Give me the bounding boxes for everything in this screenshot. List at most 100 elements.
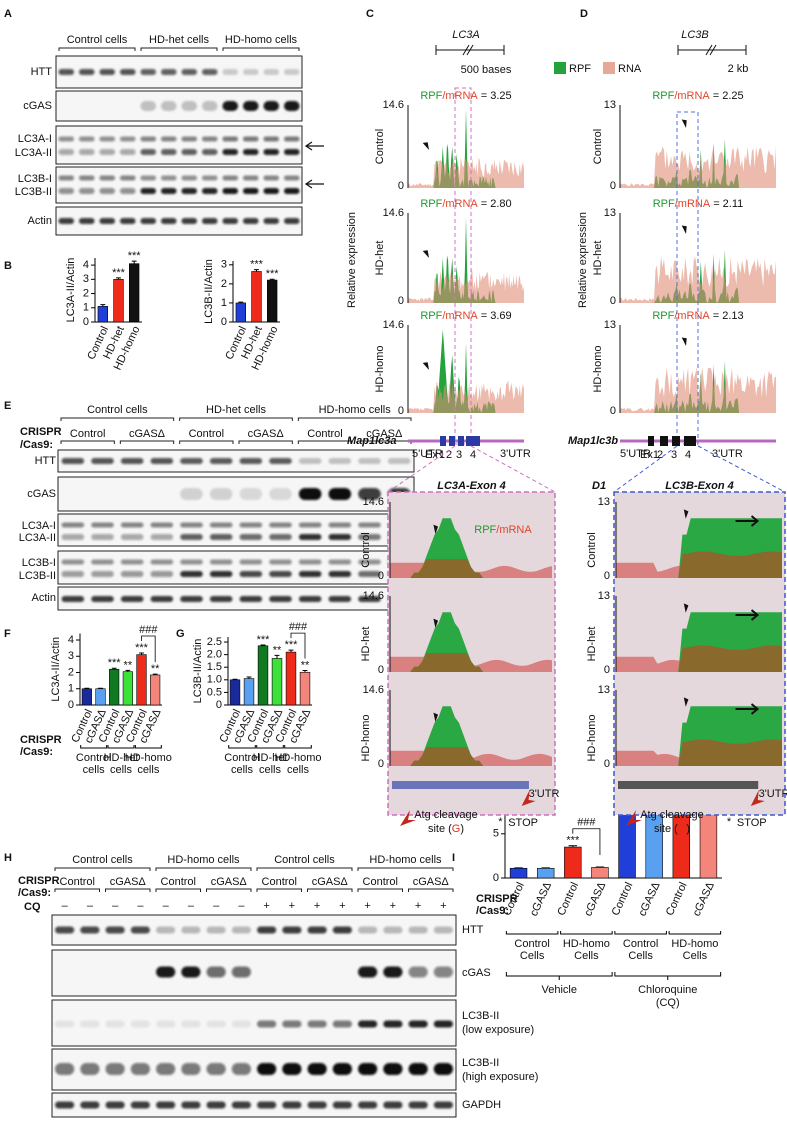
error-bar: [238, 301, 244, 303]
blot-band: [263, 101, 280, 111]
blot-band: [298, 571, 322, 577]
bar: [97, 306, 108, 323]
subgroup-label: Control: [307, 428, 342, 440]
direction-arrow: [735, 703, 760, 715]
blot-band: [263, 188, 280, 194]
bar: [136, 654, 147, 706]
error-bar: [269, 278, 275, 281]
panel-letter: B: [4, 260, 12, 272]
bar: [235, 302, 246, 323]
track-label: HD-het: [592, 241, 604, 276]
error-bar: [152, 673, 158, 675]
legend-label: RPF: [569, 63, 591, 75]
error-bar: [246, 676, 252, 679]
track-label: Control: [360, 532, 372, 567]
group-label: Cells: [628, 950, 653, 962]
blot-band: [408, 1101, 428, 1109]
group-label: HD-homo cells: [319, 404, 392, 416]
blot-band: [328, 522, 352, 528]
group-label: HD-homo: [274, 752, 321, 764]
blot-band: [282, 926, 302, 934]
subgroup-bracket: [155, 888, 201, 892]
blot-band: [181, 926, 201, 934]
band-arrow: [304, 141, 324, 151]
y-axis-label: Relative expression: [577, 212, 589, 308]
blot-band: [91, 559, 114, 565]
y-max-label: 13: [604, 319, 616, 331]
inset-title: LC3A-Exon 4: [437, 480, 505, 492]
blot-band: [269, 522, 292, 528]
subgroup-label: Control: [70, 428, 105, 440]
y-min-label: 0: [604, 664, 610, 676]
blot-band: [140, 188, 157, 194]
blot-band: [206, 1101, 226, 1109]
ratio-rpf: RPF: [652, 90, 674, 102]
scale-bar: [435, 44, 505, 56]
blot-band: [408, 966, 428, 978]
row-label: LC3A-I: [22, 520, 56, 532]
blot-band: [140, 136, 157, 142]
y-tick-label: 0: [68, 699, 74, 711]
bar: [109, 668, 120, 706]
blot-band: [160, 175, 177, 181]
blot-band: [383, 926, 403, 934]
subgroup-label: Control: [161, 876, 196, 888]
blot-band: [269, 596, 292, 602]
blot-band: [332, 1063, 352, 1075]
blot-band: [298, 522, 322, 528]
group-label: HD-homo: [125, 752, 172, 764]
blot-band: [222, 101, 239, 111]
blot-band: [332, 926, 352, 934]
blot-band: [181, 1063, 201, 1075]
group-label: cells: [259, 764, 282, 776]
ratio-label: RPF/mRNA = 2.25: [652, 90, 743, 102]
stop-label: STOP: [508, 817, 538, 829]
ratio-rpf: RPF: [653, 198, 675, 210]
blot-band: [239, 458, 263, 464]
track-label: HD-homo: [586, 714, 598, 761]
significance: ***: [566, 835, 580, 847]
exon-label: 2: [657, 449, 663, 461]
blot-band: [328, 559, 352, 565]
blot-band: [201, 69, 218, 75]
ratio-mrna: /mRNA: [675, 198, 711, 210]
blot-band: [283, 149, 300, 155]
blot-band: [358, 571, 381, 577]
blot-band: [140, 69, 157, 75]
blot-band: [206, 1020, 226, 1028]
exon: [660, 436, 668, 446]
blot-panel: [55, 125, 303, 165]
blot-band: [298, 559, 322, 565]
track-label: HD-het: [586, 627, 598, 662]
blot-band: [239, 534, 263, 540]
crispr-label: CRISPR: [18, 875, 60, 887]
blot-band: [263, 149, 280, 155]
arrowhead: [422, 250, 429, 258]
inset-box: [387, 491, 556, 816]
y-axis-label: LC3B-II/Actin: [192, 639, 204, 704]
utr-label: 5'UTR: [412, 448, 443, 460]
blot-band: [358, 1063, 378, 1075]
ratio-mrna: /mRNA: [674, 310, 710, 322]
blot-band: [209, 559, 233, 565]
ratio-label: RPF/mRNA = 3.25: [420, 90, 511, 102]
y-max-label: 14.6: [383, 319, 404, 331]
subgroup-label: Control: [60, 876, 95, 888]
blot-band: [239, 559, 263, 565]
blot-band: [91, 596, 114, 602]
comparison-bracket: [141, 635, 156, 663]
significance: ***: [112, 267, 126, 279]
x-tick-label: Control: [664, 880, 690, 917]
blot-band: [222, 69, 239, 75]
blot-band: [119, 218, 136, 224]
x-tick-label: cGASΔ: [636, 880, 662, 918]
y-min-label: 0: [604, 758, 610, 770]
row-label: LC3A-II: [19, 532, 56, 544]
blot-band: [120, 571, 144, 577]
subgroup-bracket: [105, 888, 151, 892]
ratio-mrna: /mRNA: [442, 198, 478, 210]
stop-label: STOP: [737, 817, 767, 829]
direction-arrow: [735, 609, 760, 621]
blot-band: [263, 136, 280, 142]
blot-band: [433, 926, 453, 934]
